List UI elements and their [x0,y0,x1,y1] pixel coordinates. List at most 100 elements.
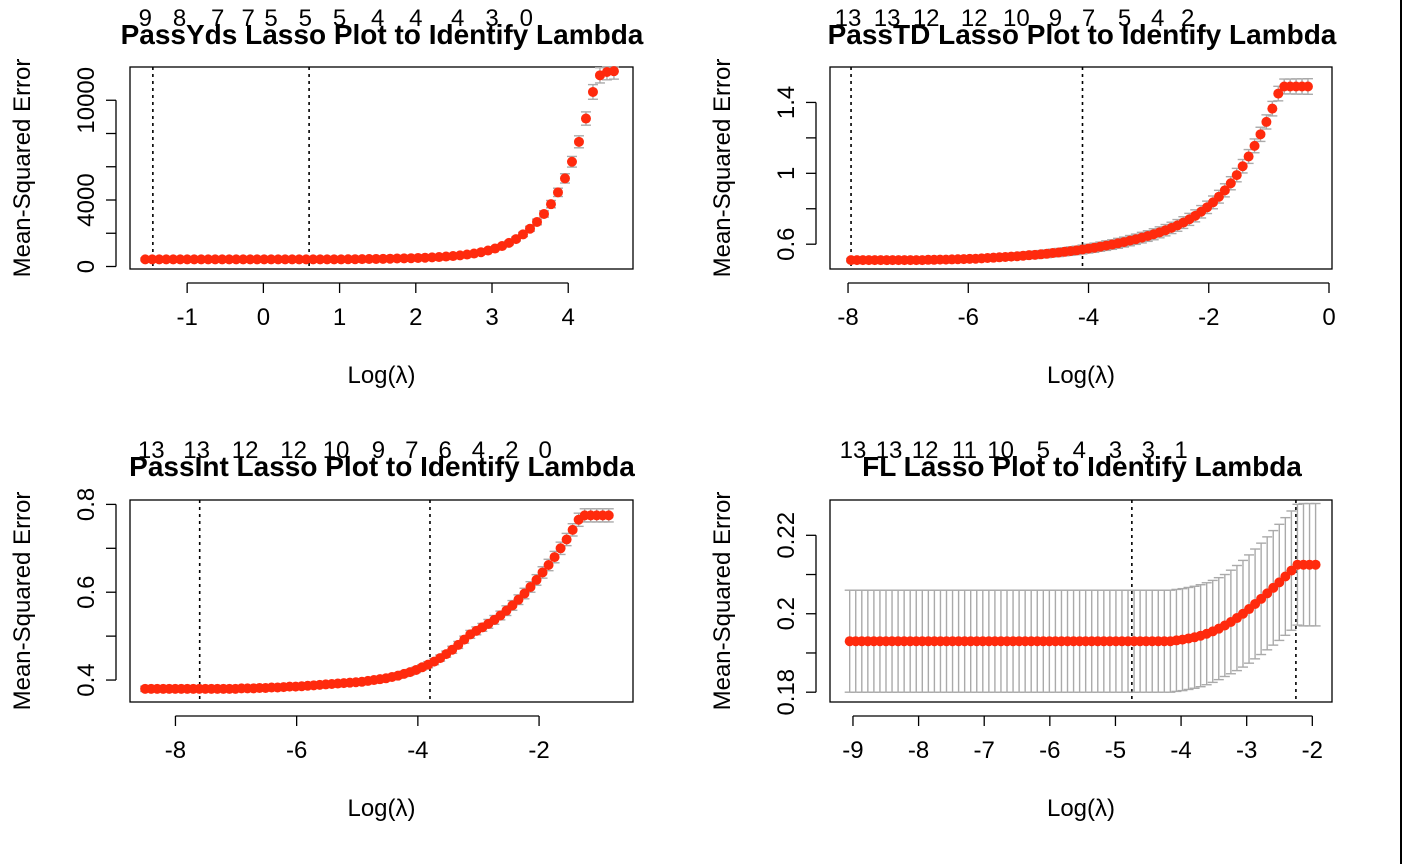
mse-point [552,187,563,198]
top-tick-label: 1 [1174,437,1187,464]
top-tick-label: 4 [409,5,422,32]
x-tick-label: -8 [837,304,858,331]
mse-point [175,254,186,265]
x-tick-label: -3 [1236,737,1257,764]
x-tick-label: 4 [562,304,575,331]
top-tick-label: 5 [264,5,277,32]
top-tick-label: 12 [961,5,988,32]
mse-point [573,136,584,147]
chart-title: PassTD Lasso Plot to Identify Lambda [828,19,1337,50]
x-tick-label: -9 [842,737,863,764]
mse-point [385,253,396,264]
top-tick-label: 9 [372,437,385,464]
top-tick-label: 5 [1037,437,1050,464]
chart-title: PassInt Lasso Plot to Identify Lambda [129,451,635,482]
y-axis-label: Mean-Squared Error [9,492,36,711]
mse-point [182,254,193,265]
plot-frame [129,66,634,270]
mse-point [538,208,549,219]
mse-point [301,254,312,265]
x-tick-label: 0 [257,304,270,331]
mse-point [1310,559,1321,570]
mse-point [567,524,578,535]
y-tick-label: 0.2 [773,597,800,630]
mse-point [537,567,548,578]
top-tick-label: 4 [472,437,485,464]
top-tick-label: 13 [874,5,901,32]
mse-point [1261,116,1272,127]
mse-point [580,113,591,124]
mse-point [322,254,333,265]
top-tick-label: 5 [1118,5,1131,32]
x-tick-label: 0 [1322,304,1335,331]
mse-point [217,254,228,265]
y-tick-label: 10000 [73,67,100,134]
y-tick-label: 0.8 [73,488,100,521]
chart-title: FL Lasso Plot to Identify Lambda [862,451,1302,482]
x-tick-label: -5 [1105,737,1126,764]
y-axis-label: Mean-Squared Error [709,59,736,278]
mse-point [525,581,536,592]
mse-point [555,543,566,554]
top-tick-label: 10 [323,437,350,464]
top-tick-label: 3 [1109,437,1122,464]
x-tick-label: -4 [407,737,428,764]
plot-frame [829,499,1333,703]
mse-point [378,253,389,264]
mse-point [189,254,200,265]
mse-point [1249,140,1260,151]
mse-point [154,254,165,265]
mse-point [518,229,529,240]
mse-point [231,254,242,265]
y-tick-label: 0.6 [773,228,800,261]
top-tick-label: 0 [520,5,533,32]
x-tick-label: -4 [1078,304,1099,331]
top-tick-label: 2 [1181,5,1194,32]
mse-point [371,253,382,264]
mse-point [196,254,207,265]
x-axis-label: Log(λ) [347,795,415,822]
top-tick-label: 4 [1151,5,1164,32]
mse-point [168,254,179,265]
mse-point [561,534,572,545]
x-tick-label: -6 [958,304,979,331]
mse-point [543,559,554,570]
top-tick-label: 9 [139,5,152,32]
mse-point [1243,151,1254,162]
mse-point [1255,129,1266,140]
mse-point [357,254,368,265]
mse-point [287,254,298,265]
top-tick-label: 13 [876,437,903,464]
top-tick-label: 4 [451,5,464,32]
mse-point [1273,88,1284,99]
mse-point [224,254,235,265]
y-tick-label: 1.4 [773,86,800,119]
mse-point [161,254,172,265]
top-tick-label: 7 [1082,5,1095,32]
mse-point [413,252,424,263]
top-tick-label: 13 [183,437,210,464]
mse-point [308,254,319,265]
mse-point [531,216,542,227]
mse-point [294,254,305,265]
mse-point [266,254,277,265]
mse-point [587,86,598,97]
x-tick-label: -8 [165,737,186,764]
top-tick-label: 7 [405,437,418,464]
top-tick-label: 12 [232,437,259,464]
mse-point [350,254,361,265]
top-tick-label: 6 [438,437,451,464]
x-tick-label: -6 [286,737,307,764]
x-tick-label: -2 [1302,737,1323,764]
y-tick-label: 0.22 [773,512,800,559]
top-tick-label: 12 [912,437,939,464]
top-tick-label: 13 [835,5,862,32]
mse-point [392,253,403,264]
top-tick-label: 8 [173,5,186,32]
mse-point [513,594,524,605]
